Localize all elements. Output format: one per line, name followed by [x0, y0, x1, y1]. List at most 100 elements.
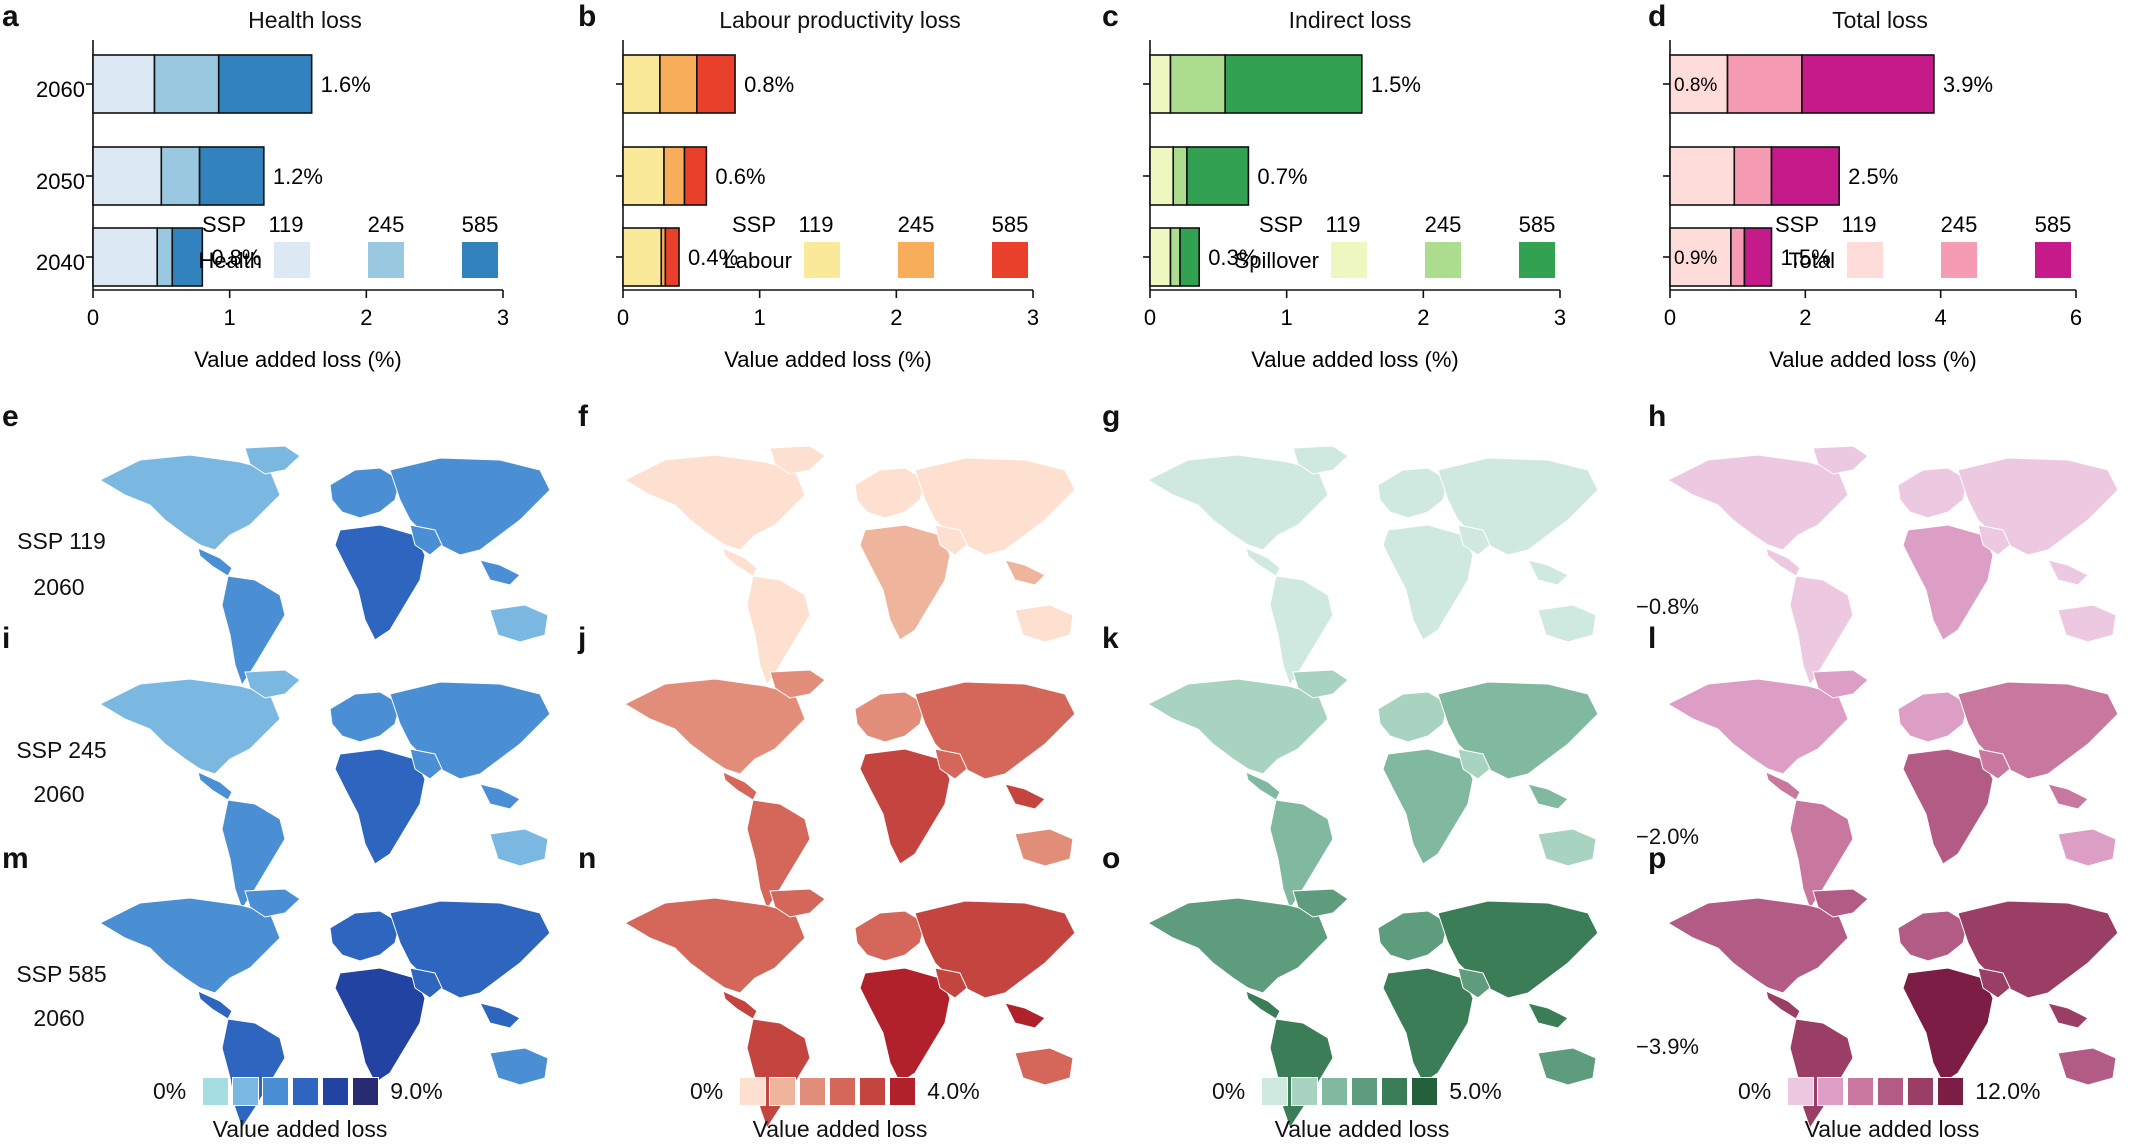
- map-region-gl: [1292, 669, 1349, 699]
- labour-bar-label-2050: 0.6%: [715, 164, 765, 189]
- bar-chart-total: 0 2 4 6 Value added loss (%) 3.9% 0.8% 2.5% 1.5%…: [1577, 40, 2137, 380]
- map-region-sa: [1789, 575, 1854, 687]
- indirect-legend-entry-585: 585: [1519, 212, 1556, 237]
- total-legend-swatch-585: [2035, 242, 2071, 278]
- panel-letter-b: b: [578, 0, 597, 33]
- colorbar-swatch: [1321, 1077, 1349, 1106]
- health-legend-swatch-585: [462, 242, 498, 278]
- map-region-au: [489, 1047, 549, 1086]
- map-region-sa: [1269, 1018, 1334, 1130]
- colorbar-swatch: [202, 1077, 230, 1106]
- total-legend-entry-119: 119: [1841, 212, 1876, 237]
- map-region-na: [1146, 678, 1329, 775]
- map-region-sea: [1004, 783, 1046, 810]
- indirect-x-tick-label: 3: [1554, 305, 1566, 330]
- colorbar-swatch: [859, 1077, 887, 1106]
- map-region-na: [1146, 454, 1329, 551]
- map-total-ssp585: −3.9%: [1636, 1034, 1699, 1059]
- colorbar-swatch: [1261, 1077, 1289, 1106]
- map-region-me: [409, 967, 443, 999]
- map-region-au: [2057, 604, 2117, 643]
- colorbar-swatch: [739, 1077, 767, 1106]
- map-region-gl: [769, 888, 826, 918]
- map-region-ca: [197, 771, 233, 801]
- map-region-gl: [244, 445, 301, 475]
- panel-letter-k: k: [1102, 622, 1119, 655]
- map-region-me: [409, 524, 443, 556]
- indirect-legend-entry-119: 119: [1325, 212, 1360, 237]
- map-region-na: [1146, 897, 1329, 994]
- labour-bar-2040-ssp585: [664, 227, 680, 287]
- map-region-na: [1666, 454, 1849, 551]
- health-bar-2060-ssp119: [92, 54, 156, 114]
- colorbar-health-min: 0%: [153, 1078, 187, 1104]
- indirect-bar-label-2050: 0.7%: [1257, 164, 1307, 189]
- total-bar-2040-ssp585: [1743, 227, 1773, 287]
- colorbar-labour-swatches: [739, 1077, 919, 1106]
- total-x-tick-label: 4: [1935, 305, 1947, 330]
- category-label: 2060: [36, 77, 85, 102]
- map-region-gl: [769, 669, 826, 699]
- total-legend-entry-245: 245: [1941, 212, 1978, 237]
- labour-bar-label-2040: 0.4%: [688, 245, 738, 270]
- labour-bar-2040-ssp119: [622, 227, 663, 287]
- map-region-me: [1457, 524, 1491, 556]
- colorbar-indirect-max: 5.0%: [1449, 1078, 1502, 1104]
- colorbar-swatch: [769, 1077, 797, 1106]
- colorbar-swatch: [1411, 1077, 1439, 1106]
- colorbar-health-max: 9.0%: [390, 1078, 443, 1104]
- panel-title-labour: Labour productivity loss: [719, 7, 961, 33]
- total-legend-name: Total: [1789, 248, 1835, 273]
- total-legend-entry-585: 585: [2035, 212, 2072, 237]
- panel-letter-c: c: [1102, 0, 1119, 33]
- total-legend-swatch-245: [1941, 242, 1977, 278]
- colorbar-swatch: [829, 1077, 857, 1106]
- map-region-ca: [1765, 990, 1801, 1020]
- indirect-legend-swatch-585: [1519, 242, 1555, 278]
- panel-letter-l: l: [1648, 622, 1657, 655]
- labour-legend-swatch-245: [898, 242, 934, 278]
- map-region-sea: [2047, 559, 2089, 586]
- map-region-eu: [1897, 691, 1969, 743]
- world-map-health-row2: [98, 669, 550, 911]
- map-region-sa: [1789, 799, 1854, 911]
- labour-x-tick-label: 1: [754, 305, 766, 330]
- labour-bar-2060-ssp585: [696, 54, 736, 114]
- map-region-eu: [1377, 467, 1449, 519]
- indirect-legend-swatch-245: [1425, 242, 1461, 278]
- colorbar-swatch: [352, 1077, 380, 1106]
- row-label-ssp245: SSP 245: [16, 737, 107, 763]
- panel-title-health: Health loss: [248, 7, 362, 33]
- map-region-eu: [1897, 910, 1969, 962]
- colorbar-swatch: [262, 1077, 290, 1106]
- colorbar-indirect: 0% 5.0%: [1212, 1077, 1502, 1106]
- colorbar-swatch: [322, 1077, 350, 1106]
- labour-legend-entry-245: 245: [898, 212, 935, 237]
- indirect-bar-2060-ssp119: [1149, 54, 1172, 114]
- map-region-eu: [854, 467, 926, 519]
- panel-letter-d: d: [1648, 0, 1667, 33]
- row-label-ssp585: SSP 585: [16, 961, 107, 987]
- panel-title-indirect: Indirect loss: [1288, 7, 1412, 33]
- map-region-eu: [329, 691, 401, 743]
- colorbar-swatch: [1291, 1077, 1319, 1106]
- health-x-axis-label: Value added loss (%): [194, 347, 402, 372]
- indirect-bar-2040-ssp245: [1169, 227, 1181, 287]
- total-x-tick-label: 0: [1664, 305, 1676, 330]
- world-map-indirect-row1: [1146, 445, 1598, 687]
- panel-letter-j: j: [578, 622, 587, 655]
- map-total-ssp245: −2.0%: [1636, 824, 1699, 849]
- indirect-bar-2040-ssp119: [1149, 227, 1172, 287]
- health-bar-label-2040: 0.8%: [211, 245, 261, 270]
- labour-bar-label-2060: 0.8%: [744, 72, 794, 97]
- total-x-tick-label: 2: [1799, 305, 1811, 330]
- map-region-ca: [1245, 990, 1281, 1020]
- colorbar-health-label: Value added loss: [212, 1116, 388, 1142]
- colorbar-swatch: [292, 1077, 320, 1106]
- health-bar-2040-ssp585: [171, 227, 204, 287]
- health-legend-entry-245: 245: [368, 212, 405, 237]
- map-region-sea: [2047, 1002, 2089, 1029]
- indirect-x-axis-label: Value added loss (%): [1251, 347, 1459, 372]
- labour-bar-2050-ssp585: [683, 146, 708, 206]
- map-region-sa: [746, 799, 811, 911]
